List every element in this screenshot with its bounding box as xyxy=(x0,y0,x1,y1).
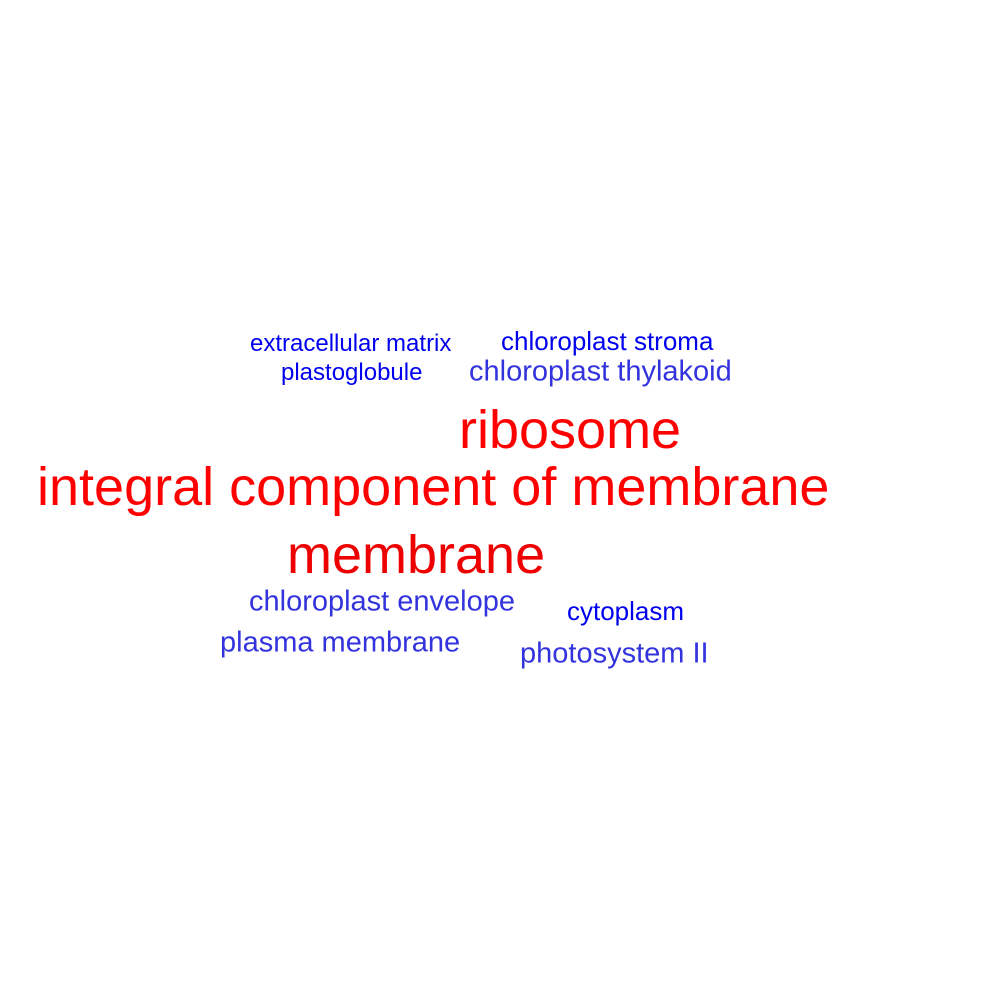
word-extracellular-matrix: extracellular matrix xyxy=(250,330,452,357)
word-plasma-membrane: plasma membrane xyxy=(220,626,461,659)
word-chloroplast-envelope: chloroplast envelope xyxy=(249,585,516,618)
word-photosystem-ii: photosystem II xyxy=(520,637,709,670)
word-chloroplast-stroma: chloroplast stroma xyxy=(501,326,714,356)
word-membrane: membrane xyxy=(287,525,546,585)
word-chloroplast-thylakoid: chloroplast thylakoid xyxy=(469,355,732,388)
word-integral-component-of-membrane: integral component of membrane xyxy=(37,457,830,517)
word-ribosome: ribosome xyxy=(459,400,682,460)
word-plastoglobule: plastoglobule xyxy=(281,359,423,386)
word-cytoplasm: cytoplasm xyxy=(567,596,685,626)
